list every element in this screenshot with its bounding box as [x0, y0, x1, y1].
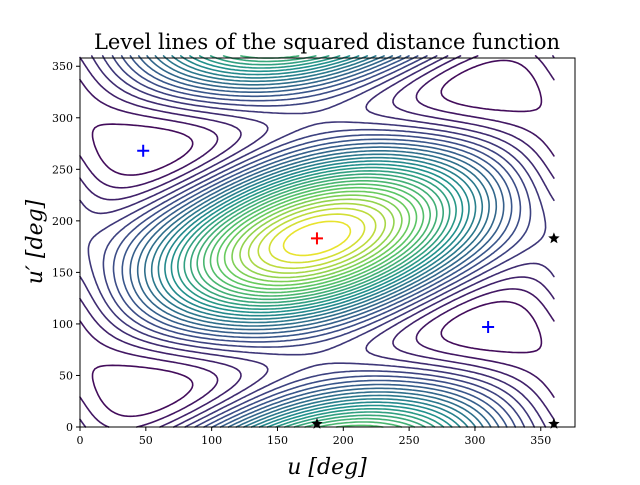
contour-level [216, 186, 418, 290]
x-axis-label: u [deg] [287, 455, 367, 480]
y-tick-label: 250 [52, 163, 73, 176]
maximum-plus-marker [310, 232, 323, 245]
contour-level [239, 198, 395, 279]
contour-level [79, 55, 555, 428]
x-tick-label: 350 [530, 434, 551, 447]
y-tick-label: 50 [59, 369, 73, 382]
axis-ticks: 0 50 100 150 200 250 300 350 0 50 100 150 200 250 300 3… [52, 60, 551, 447]
y-tick-label: 200 [52, 215, 73, 228]
star-marker [548, 417, 560, 429]
y-tick-label: 350 [52, 60, 73, 73]
minimum-plus-marker [137, 144, 150, 157]
star-marker [548, 232, 560, 244]
x-tick-label: 50 [139, 434, 153, 447]
contour-level [91, 59, 543, 418]
x-tick-label: 200 [333, 434, 354, 447]
contour-level [257, 207, 377, 270]
contour-level [247, 202, 387, 274]
contour-level [231, 194, 403, 283]
plot-frame [79, 57, 576, 428]
y-tick-label: 150 [52, 266, 73, 279]
contour-level [136, 55, 498, 428]
star-marker [311, 417, 323, 429]
contour-level [268, 213, 366, 264]
y-axis-label: u′ [deg] [23, 199, 48, 284]
y-tick-label: 100 [52, 318, 73, 331]
x-tick-label: 300 [464, 434, 485, 447]
contour-level [79, 55, 555, 428]
x-tick-label: 100 [201, 434, 222, 447]
chart-title: Level lines of the squared distance func… [94, 30, 560, 54]
minimum-plus-marker [482, 321, 495, 334]
critical-point-markers [137, 144, 560, 429]
x-tick-label: 0 [77, 434, 84, 447]
contour-level [223, 190, 411, 287]
y-tick-label: 300 [52, 112, 73, 125]
y-tick-label: 0 [66, 421, 73, 434]
x-tick-label: 250 [399, 434, 420, 447]
contour-level [282, 220, 352, 257]
x-tick-label: 150 [267, 434, 288, 447]
